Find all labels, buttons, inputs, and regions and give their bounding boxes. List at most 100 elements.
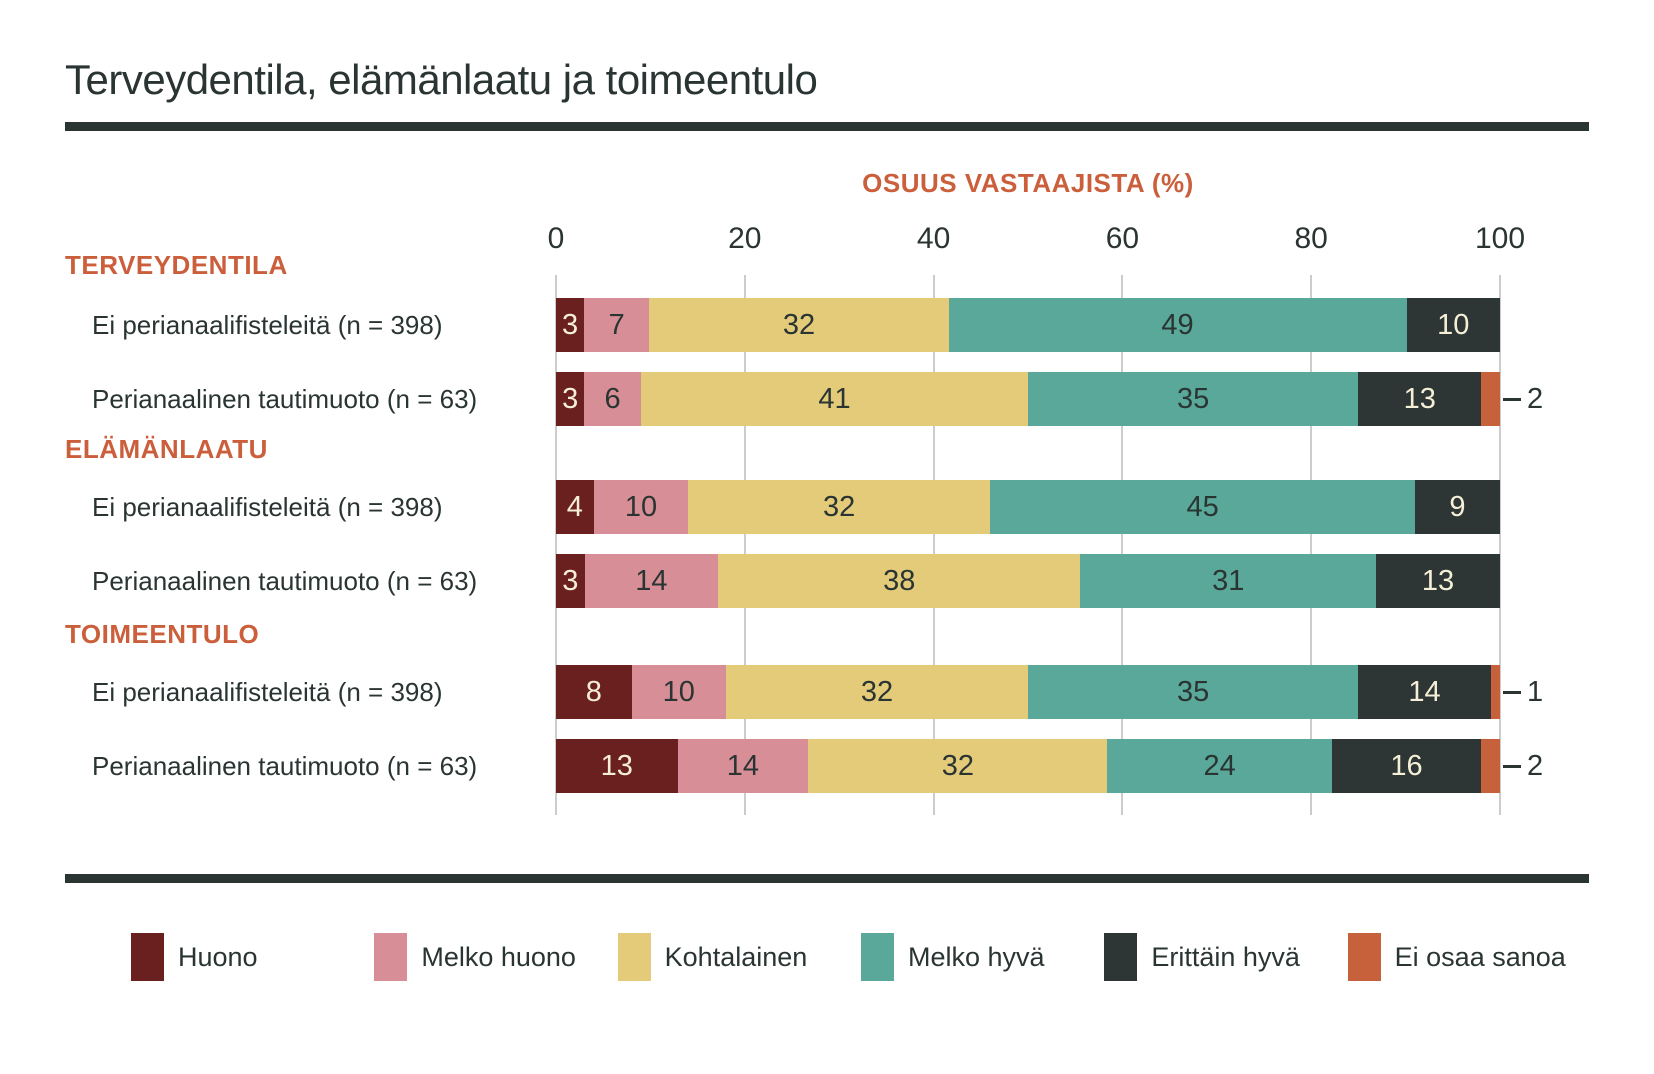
group-heading: ELÄMÄNLAATU: [65, 434, 268, 464]
x-tick-label-20: 20: [728, 222, 762, 255]
gridline-0: [555, 275, 557, 815]
gridline-60: [1121, 275, 1124, 815]
segment-value-label: 7: [608, 308, 625, 341]
group-heading: TOIMEENTULO: [65, 619, 260, 649]
bar-segment: 35: [1027, 665, 1359, 719]
legend-item: Kohtalainen: [617, 933, 861, 981]
segment-value-label: 35: [1177, 382, 1210, 415]
callout-connector-line: [1503, 398, 1521, 401]
legend-swatch: [1347, 933, 1381, 981]
segment-value-label: 32: [782, 308, 816, 341]
bar-segment: 32: [688, 480, 991, 534]
segment-value-label: 16: [1390, 749, 1423, 782]
row-label: Ei perianaalifisteleitä (n = 398): [92, 492, 443, 522]
legend-label: Melko hyvä: [907, 941, 1045, 972]
bar-segment: 14: [1358, 665, 1491, 719]
segment-value-label: 49: [1161, 308, 1194, 341]
bar-segment: 16: [1331, 739, 1482, 793]
x-tick-label-60: 60: [1105, 222, 1140, 255]
segment-value-label-outside: 1: [1527, 676, 1544, 708]
bar-segment: 13: [1376, 554, 1500, 608]
bar-segment: 3: [556, 298, 585, 352]
bar-segment: 9: [1415, 480, 1500, 534]
legend-label: Ei osaa sanoa: [1394, 941, 1566, 972]
legend-item: Ei osaa sanoa: [1347, 933, 1591, 981]
bar-segment: 41: [640, 372, 1028, 426]
segment-value-label-outside: 2: [1527, 750, 1544, 782]
gridline-80: [1310, 275, 1313, 815]
segment-value-label: 41: [818, 382, 851, 415]
x-tick-label-40: 40: [916, 222, 951, 255]
legend-item: Melko huono: [374, 933, 617, 981]
stacked-bar: 4 10 32 45 9: [556, 480, 1500, 534]
legend-item: Melko hyvä: [860, 933, 1104, 981]
segment-value-label: 9: [1449, 490, 1466, 523]
stacked-bar: 3 6 41 35 13: [556, 372, 1500, 426]
stacked-bar: 3 14 38 31 13: [556, 554, 1500, 608]
segment-value-label: 35: [1177, 675, 1210, 708]
row-label: Perianaalinen tautimuoto (n = 63): [92, 751, 478, 781]
row-label: Perianaalinen tautimuoto (n = 63): [92, 566, 478, 596]
segment-value-label: 14: [726, 749, 760, 782]
bar-segment: 35: [1027, 372, 1359, 426]
bar-segment: 32: [808, 739, 1108, 793]
legend: Huono Melko huono Kohtalainen Melko hyvä Eri…: [131, 933, 1591, 981]
legend-swatch: [860, 933, 894, 981]
segment-value-label: 38: [883, 564, 916, 597]
bar-segment: [1481, 372, 1500, 426]
legend-item: Huono: [131, 933, 374, 981]
gridline-100: [1499, 275, 1501, 815]
bar-segment: 7: [584, 298, 650, 352]
legend-label: Huono: [178, 941, 258, 972]
bar-segment: 10: [593, 480, 689, 534]
stacked-bar: 3 7 32 49 10: [556, 298, 1500, 352]
gridline-40: [932, 275, 935, 815]
page-title: Terveydentila, elämänlaatu ja toimeentul…: [65, 56, 818, 103]
bar-segment: 13: [556, 739, 678, 793]
segment-value-label: 24: [1203, 749, 1236, 782]
row-label: Ei perianaalifisteleitä (n = 398): [92, 310, 443, 340]
legend-swatch: [1104, 933, 1138, 981]
stacked-bar: 13 14 32 24 16: [556, 739, 1500, 793]
segment-value-label: 32: [941, 749, 975, 782]
bar-segment: 10: [631, 665, 726, 719]
bar-segment: 31: [1080, 554, 1376, 608]
legend-swatch: [374, 933, 408, 981]
x-tick-label-80: 80: [1294, 222, 1328, 255]
group-heading: TERVEYDENTILA: [65, 250, 288, 280]
segment-value-label: 10: [662, 675, 695, 708]
bar-segment: 3: [556, 372, 585, 426]
bar-segment: 45: [990, 480, 1416, 534]
segment-value-label: 13: [1403, 382, 1436, 415]
bar-segment: 8: [556, 665, 632, 719]
segment-value-label: 3: [561, 308, 579, 341]
segment-value-label: 13: [600, 749, 633, 782]
legend-swatch: [617, 933, 651, 981]
bar-segment: 32: [649, 298, 949, 352]
segment-value-label: 45: [1186, 490, 1219, 523]
segment-value-label: 10: [1437, 308, 1470, 341]
segment-value-label: 10: [624, 490, 658, 523]
bar-segment: 14: [677, 739, 809, 793]
segment-value-label: 14: [635, 564, 668, 597]
segment-value-label: 6: [604, 382, 621, 415]
x-tick-label-0: 0: [547, 222, 565, 255]
x-tick-label-100: 100: [1474, 222, 1526, 255]
bar-segment: 4: [556, 480, 594, 534]
segment-value-label: 31: [1212, 564, 1245, 597]
title-divider-rule: [65, 122, 1589, 131]
x-axis-title: OSUUS VASTAAJISTA (%): [862, 168, 1194, 198]
bar-segment: 14: [584, 554, 719, 608]
stacked-bar: 8 10 32 35 14: [556, 665, 1500, 719]
segment-value-label: 3: [562, 564, 579, 597]
segment-value-label: 13: [1421, 564, 1455, 597]
legend-label: Erittäin hyvä: [1151, 941, 1300, 972]
bar-segment: 3: [556, 554, 585, 608]
bar-segment: 6: [584, 372, 641, 426]
bar-segment: 38: [718, 554, 1081, 608]
bar-segment: [1490, 665, 1500, 719]
gridline-20: [743, 275, 746, 815]
legend-label: Melko huono: [421, 941, 576, 972]
callout-connector-line: [1503, 765, 1521, 768]
